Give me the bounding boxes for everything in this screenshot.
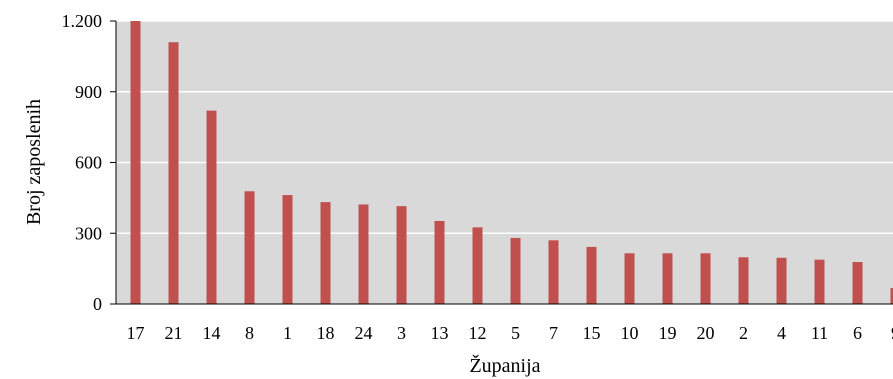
- bar: [472, 227, 483, 304]
- bar: [548, 240, 559, 304]
- x-tick-label: 9: [891, 323, 893, 343]
- bar: [624, 253, 635, 304]
- x-tick-labels: 172114811824313125715101920241169: [127, 323, 893, 343]
- bar: [814, 259, 825, 304]
- x-tick-label: 8: [245, 323, 254, 343]
- bar: [396, 206, 407, 304]
- y-axis-title: Broj zaposlenih: [23, 99, 45, 225]
- bar: [852, 262, 863, 304]
- y-tick-label: 900: [75, 82, 102, 102]
- x-tick-label: 18: [317, 323, 335, 343]
- x-tick-label: 11: [811, 323, 828, 343]
- bar: [586, 246, 597, 304]
- bars: [130, 21, 893, 304]
- bar: [244, 191, 255, 304]
- y-tick-label: 1.200: [62, 11, 103, 31]
- bar: [168, 42, 179, 304]
- bar: [700, 253, 711, 304]
- x-tick-label: 14: [203, 323, 221, 343]
- x-tick-label: 24: [355, 323, 373, 343]
- x-axis-title: Županija: [469, 354, 540, 377]
- x-tick-label: 6: [853, 323, 862, 343]
- bar: [510, 237, 521, 304]
- x-tick-label: 2: [739, 323, 748, 343]
- x-tick-label: 7: [549, 323, 558, 343]
- x-tick-label: 5: [511, 323, 520, 343]
- bar: [662, 253, 673, 304]
- bar: [738, 257, 749, 304]
- x-tick-label: 4: [777, 323, 786, 343]
- bar: [320, 202, 331, 304]
- x-tick-label: 19: [659, 323, 677, 343]
- x-tick-label: 1: [283, 323, 292, 343]
- y-tick-labels: 0 300 600 900 1.200: [62, 11, 103, 314]
- x-tick-label: 12: [469, 323, 487, 343]
- y-tick-label: 600: [75, 153, 102, 173]
- x-tick-label: 15: [583, 323, 601, 343]
- bar: [776, 257, 787, 304]
- x-tick-label: 20: [697, 323, 715, 343]
- bar: [282, 195, 293, 304]
- x-tick-label: 21: [165, 323, 183, 343]
- x-tick-label: 10: [621, 323, 639, 343]
- y-tick-label: 300: [75, 223, 102, 243]
- y-tick-label: 0: [93, 294, 102, 314]
- x-tick-label: 17: [127, 323, 145, 343]
- axes: [110, 20, 893, 305]
- bar: [206, 110, 217, 304]
- bar: [358, 204, 369, 304]
- x-tick-label: 13: [431, 323, 449, 343]
- bar: [434, 220, 445, 304]
- bar: [890, 287, 893, 304]
- bar: [130, 21, 141, 304]
- x-tick-label: 3: [397, 323, 406, 343]
